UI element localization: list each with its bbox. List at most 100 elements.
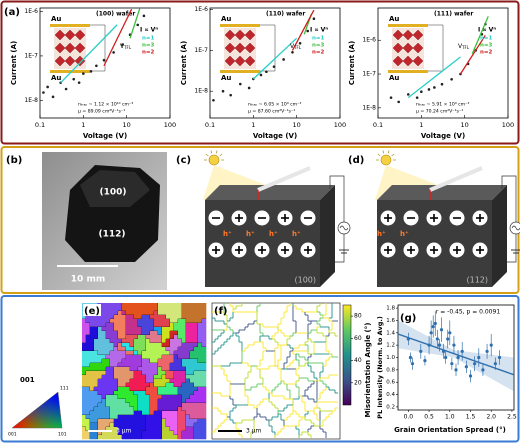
- grain-pixel: [106, 367, 111, 372]
- scale-bar-label: 3 μm: [246, 428, 262, 435]
- grain-pixel: [186, 347, 191, 352]
- grain-pixel: [190, 387, 195, 392]
- point: [473, 362, 477, 366]
- grain-pixel: [202, 423, 207, 428]
- grain-pixel: [174, 339, 179, 344]
- grain-pixel: [182, 367, 187, 372]
- grain-pixel: [110, 431, 115, 436]
- grain-pixel: [90, 411, 95, 416]
- point: [142, 14, 146, 18]
- grain-pixel: [134, 327, 139, 332]
- grain-pixel: [134, 367, 139, 372]
- grain-pixel: [178, 343, 183, 348]
- grain-pixel: [82, 395, 87, 400]
- grain-pixel: [86, 387, 91, 392]
- grain-pixel: [114, 307, 119, 312]
- grain-pixel: [138, 435, 143, 440]
- grain-pixel: [130, 327, 135, 332]
- grain-pixel: [122, 367, 127, 372]
- grain-pixel: [202, 419, 207, 424]
- grain-pixel: [126, 323, 131, 328]
- grain-pixel: [182, 387, 187, 392]
- grain-pixel: [98, 347, 103, 352]
- grain-pixel: [86, 355, 91, 360]
- grain-pixel: [178, 403, 183, 408]
- y-tick-label: 1E-8: [362, 104, 376, 111]
- y-tick-label: 1E-7: [194, 47, 208, 54]
- grain-pixel: [170, 315, 175, 320]
- grain-pixel: [174, 363, 179, 368]
- grain-pixel: [126, 379, 131, 384]
- grain-pixel: [94, 395, 99, 400]
- scale-bar-label: 10 mm: [71, 275, 105, 285]
- grain-pixel: [182, 359, 187, 364]
- grain-pixel: [154, 319, 159, 324]
- grain-pixel: [170, 431, 175, 436]
- threshold-subscript: TFL: [293, 45, 302, 50]
- grain-pixel: [106, 363, 111, 368]
- grain-pixel: [178, 335, 183, 340]
- grain-pixel: [162, 367, 167, 372]
- grain-pixel: [194, 395, 199, 400]
- grain-pixel: [142, 323, 147, 328]
- grain-pixel: [94, 315, 99, 320]
- grain-pixel: [110, 387, 115, 392]
- grain-pixel: [90, 403, 95, 408]
- grain-pixel: [94, 367, 99, 372]
- grain-pixel: [198, 419, 203, 424]
- grain-pixel: [82, 411, 87, 416]
- grain-pixel: [146, 307, 151, 312]
- grain-pixel: [94, 335, 99, 340]
- grain-pixel: [178, 419, 183, 424]
- grain-pixel: [138, 375, 143, 380]
- grain-pixel: [174, 379, 179, 384]
- grain-pixel: [202, 379, 207, 384]
- grain-pixel: [86, 419, 91, 424]
- grain-pixel: [110, 323, 115, 328]
- grain-pixel: [98, 419, 103, 424]
- grain-pixel: [90, 367, 95, 372]
- grain-pixel: [142, 311, 147, 316]
- annotation: μ = 87.60 cm²V⁻¹s⁻¹: [248, 109, 295, 115]
- grain-pixel: [94, 435, 99, 440]
- grain-pixel: [170, 371, 175, 376]
- grain-pixel: [122, 347, 127, 352]
- grain-pixel: [130, 399, 135, 404]
- grain-pixel: [178, 395, 183, 400]
- grain-pixel: [126, 339, 131, 344]
- grain-pixel: [94, 419, 99, 424]
- lattice-cell: [412, 29, 424, 41]
- lattice-cell: [224, 55, 236, 67]
- grain-pixel: [190, 411, 195, 416]
- grain-pixel: [82, 339, 87, 344]
- point: [437, 343, 442, 347]
- grain-pixel: [94, 355, 99, 360]
- grain-pixel: [126, 335, 131, 340]
- colorbar-tick-label: 20: [354, 379, 362, 386]
- carrier-label: h⁺: [269, 230, 278, 238]
- grain-pixel: [114, 427, 119, 432]
- grain-pixel: [182, 415, 187, 420]
- grain-pixel: [130, 351, 135, 356]
- grain-pixel: [130, 307, 135, 312]
- grain-pixel: [190, 339, 195, 344]
- grain-pixel: [130, 363, 135, 368]
- grain-pixel: [162, 411, 167, 416]
- grain-pixel: [178, 303, 183, 308]
- grain-pixel: [82, 431, 87, 436]
- grain-pixel: [86, 367, 91, 372]
- grain-pixel: [154, 331, 159, 336]
- grain-pixel: [170, 395, 175, 400]
- grain-pixel: [170, 343, 175, 348]
- grain-pixel: [202, 407, 207, 412]
- grain-pixel: [142, 411, 147, 416]
- grain-pixel: [190, 423, 195, 428]
- grain-pixel: [166, 395, 171, 400]
- panel-label: (f): [214, 306, 228, 317]
- y-axis-label: Current (A): [10, 41, 18, 85]
- grain-pixel: [134, 307, 139, 312]
- x-tick-label: 100: [334, 121, 346, 129]
- grain-pixel: [170, 355, 175, 360]
- grain-pixel: [170, 367, 175, 372]
- grain-pixel: [178, 323, 183, 328]
